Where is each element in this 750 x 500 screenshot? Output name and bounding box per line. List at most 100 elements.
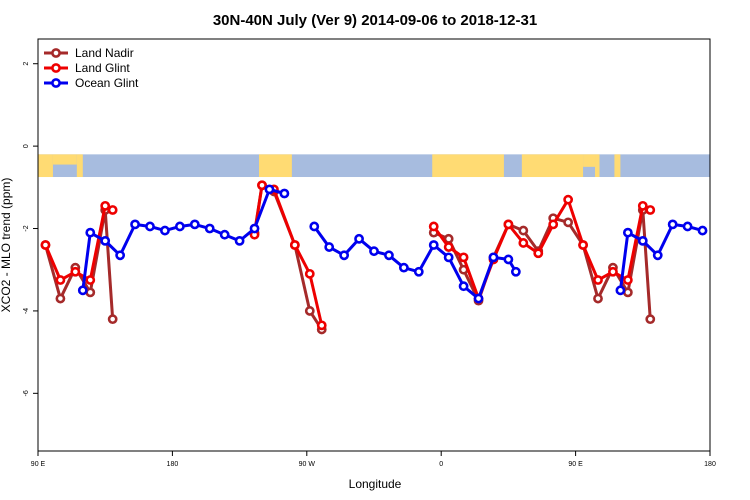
map-strip [38,154,710,178]
data-point [304,306,315,316]
data-point [645,314,656,325]
data-point [398,262,409,273]
data-point [107,205,118,215]
data-point [593,275,603,285]
y-tick-label: 2 [23,62,30,66]
data-point [40,240,51,250]
data-point [107,314,118,325]
data-point [100,200,111,211]
x-tick-label: 180 [167,461,179,468]
data-point [174,221,185,232]
data-point [55,275,66,285]
data-point [354,233,364,244]
series-line [313,225,518,301]
data-point [413,266,424,277]
data-point [115,250,126,261]
x-tick-label: 90 E [568,461,583,468]
data-point [369,246,379,257]
data-point [55,293,66,304]
data-point [85,227,96,238]
data-point [189,219,200,230]
data-point [204,223,215,234]
data-point [384,250,394,261]
data-point [548,219,559,230]
data-point [518,225,529,236]
map-land [432,154,504,178]
data-point [503,254,514,265]
map-land [595,154,600,178]
y-tick-label: 0 [23,144,30,148]
data-point [309,221,320,232]
x-tick-label: 0 [439,461,443,468]
data-point [645,205,656,215]
map-land [614,154,621,178]
legend-label: Ocean Glint [75,76,139,90]
data-point [615,285,626,296]
data-point [85,287,96,298]
series-layer [40,180,708,335]
legend-label: Land Nadir [75,46,134,60]
y-tick-label: -4 [23,308,30,314]
x-axis-ticks: 90 E 180 90 W 0 90 E 180 [31,451,716,468]
data-point [503,219,514,230]
data-point [428,221,439,232]
map-land [38,154,53,178]
map-ocean [38,154,710,178]
data-point [324,242,335,252]
data-point [488,252,499,263]
x-axis-label: Longitude [349,477,402,491]
plot-frame [37,38,711,452]
legend-marker [51,78,61,88]
data-point [622,275,633,285]
data-point [593,293,603,304]
data-point [264,184,275,195]
data-point [100,235,111,246]
data-point [652,250,663,261]
data-point [249,223,260,234]
data-point [637,235,648,246]
data-point [279,188,290,199]
chart-title: 30N-40N July (Ver 9) 2014-09-06 to 2018-… [213,12,537,29]
data-point [578,240,588,250]
data-point [77,285,88,296]
data-point [339,250,350,261]
data-point [697,225,708,236]
map-land [521,154,584,178]
data-point [70,266,81,277]
x-tick-label: 90 W [299,461,316,468]
data-point [622,227,633,238]
series-line [432,198,651,301]
legend-label: Land Glint [75,61,130,75]
data-point [145,221,155,232]
y-tick-label: -2 [23,225,30,231]
map-land [583,154,596,167]
x-tick-label: 180 [704,461,716,468]
data-point [518,238,529,248]
data-point [304,268,315,279]
y-tick-label: -6 [23,390,30,396]
data-point [85,275,96,285]
data-point [473,293,484,304]
data-point [160,225,170,236]
data-point [428,240,439,250]
series-line [81,187,285,291]
map-land [259,154,292,178]
data-point [563,194,574,205]
data-point [234,235,245,246]
legend-marker [51,48,61,58]
data-point [563,217,574,228]
data-point [622,287,633,298]
x-tick-label: 90 E [31,461,46,468]
data-point [533,248,544,259]
y-axis-label: XCO2 - MLO trend (ppm) [0,178,13,313]
data-point [130,219,140,230]
data-point [682,221,693,232]
data-point [637,200,648,211]
data-point [667,219,678,230]
data-point [316,320,327,331]
data-point [443,252,454,263]
data-point [443,242,454,252]
data-point [608,266,618,277]
